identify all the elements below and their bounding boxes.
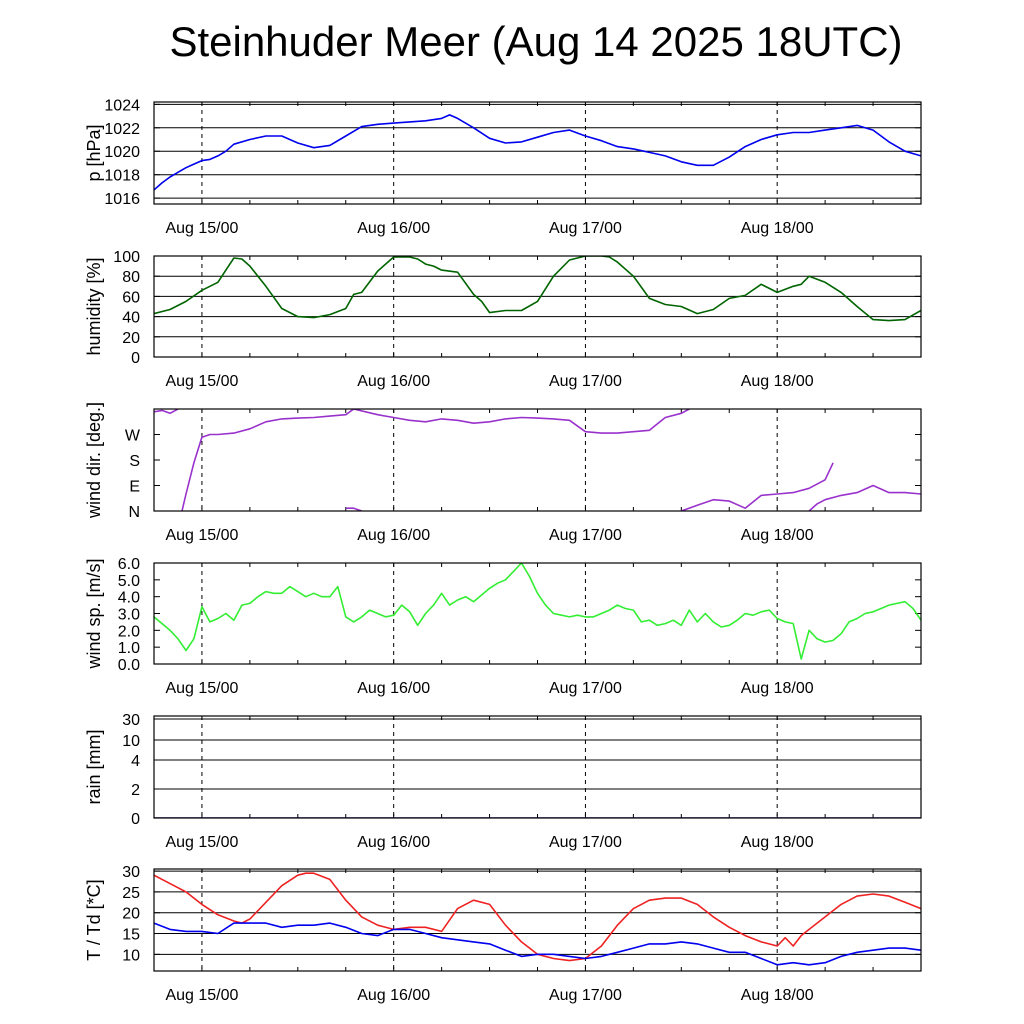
y-tick-label: S xyxy=(129,453,140,470)
x-tick-label: Aug 16/00 xyxy=(357,834,430,851)
y-tick-label: 40 xyxy=(122,310,140,327)
chart-title: Steinhuder Meer (Aug 14 2025 18UTC) xyxy=(169,18,903,65)
x-tick-label: Aug 16/00 xyxy=(357,680,430,697)
x-tick-label: Aug 15/00 xyxy=(165,680,238,697)
x-tick-label: Aug 17/00 xyxy=(549,527,622,544)
y-axis-label: humidity [%] xyxy=(84,257,104,355)
x-tick-label: Aug 16/00 xyxy=(357,373,430,390)
series-line-wind_dir xyxy=(181,409,355,511)
y-tick-label: 1024 xyxy=(104,97,140,114)
x-tick-label: Aug 17/00 xyxy=(549,987,622,1004)
y-tick-label: 60 xyxy=(122,289,140,306)
x-tick-label: Aug 16/00 xyxy=(357,987,430,1004)
y-tick-label: 2 xyxy=(131,782,140,799)
y-tick-label: 10 xyxy=(122,733,140,750)
panel-frame xyxy=(153,715,922,819)
y-tick-label: 15 xyxy=(122,927,140,944)
y-tick-label: 3.0 xyxy=(118,607,140,624)
series-line-Td xyxy=(154,922,921,966)
y-tick-label: E xyxy=(129,479,140,496)
y-tick-label: 2.0 xyxy=(118,623,140,640)
y-tick-label: 20 xyxy=(122,906,140,923)
y-axis-label: T / Td [*C] xyxy=(84,879,104,960)
panel-frame xyxy=(153,868,922,972)
y-tick-label: 100 xyxy=(113,249,140,266)
y-tick-label: 1.0 xyxy=(118,640,140,657)
series-line-wind_dir xyxy=(353,409,690,434)
series-line-T xyxy=(154,872,921,962)
x-tick-label: Aug 18/00 xyxy=(741,373,814,390)
y-tick-label: 0 xyxy=(131,811,140,828)
y-tick-label: 10 xyxy=(122,947,140,964)
x-tick-label: Aug 17/00 xyxy=(549,220,622,237)
x-tick-label: Aug 18/00 xyxy=(741,220,814,237)
series-line-wind_speed xyxy=(154,563,921,660)
y-axis-label: wind dir. [deg.] xyxy=(84,402,104,519)
x-tick-label: Aug 15/00 xyxy=(165,220,238,237)
y-tick-label: 20 xyxy=(122,330,140,347)
panel-frame xyxy=(153,255,922,358)
y-tick-label: 30 xyxy=(122,712,140,729)
x-tick-label: Aug 15/00 xyxy=(165,834,238,851)
x-tick-label: Aug 16/00 xyxy=(357,220,430,237)
y-tick-label: 25 xyxy=(122,885,140,902)
y-tick-label: 1022 xyxy=(104,121,140,138)
y-tick-label: 5.0 xyxy=(118,573,140,590)
panel-5: 10 15 20 25 30 T / Td [*C] Aug 15/00 Aug 16/00 A… xyxy=(84,864,922,1004)
x-tick-label: Aug 18/00 xyxy=(741,680,814,697)
series-line-p xyxy=(154,114,921,191)
x-tick-label: Aug 17/00 xyxy=(549,834,622,851)
y-tick-label: 1018 xyxy=(104,168,140,185)
panel-1: 0 20 40 60 80 100 humidity [%] Aug 15/00 Aug 16/… xyxy=(84,249,922,390)
x-tick-label: Aug 17/00 xyxy=(549,373,622,390)
y-axis-label: p [hPa] xyxy=(84,124,104,181)
x-tick-label: Aug 15/00 xyxy=(165,987,238,1004)
series-line-wind_dir xyxy=(681,462,834,511)
y-axis-label: rain [mm] xyxy=(84,729,104,804)
y-tick-label: 4 xyxy=(131,753,140,770)
panel-4: 0 2 4 10 30 rain [mm] Aug 15/00 Aug 16/00 Aug 17… xyxy=(84,712,922,851)
x-tick-label: Aug 16/00 xyxy=(357,527,430,544)
y-tick-label: 1020 xyxy=(104,144,140,161)
y-tick-label: 0 xyxy=(131,350,140,367)
series-line-wind_dir xyxy=(154,409,179,415)
panel-frame xyxy=(153,408,922,512)
series-line-wind_dir xyxy=(808,484,921,511)
series-line-humidity xyxy=(154,256,921,322)
y-tick-label: 0.0 xyxy=(118,657,140,674)
y-tick-label: 4.0 xyxy=(118,590,140,607)
x-tick-label: Aug 18/00 xyxy=(741,527,814,544)
x-tick-label: Aug 18/00 xyxy=(741,987,814,1004)
y-tick-label: N xyxy=(128,504,140,521)
series-line-wind_dir xyxy=(345,507,362,511)
y-tick-label: 80 xyxy=(122,269,140,286)
x-tick-label: Aug 18/00 xyxy=(741,834,814,851)
y-tick-label: W xyxy=(125,428,141,445)
panel-frame xyxy=(153,101,922,205)
panel-frame xyxy=(153,562,922,665)
x-tick-label: Aug 17/00 xyxy=(549,680,622,697)
y-axis-label: wind sp. [m/s] xyxy=(84,558,104,669)
panel-3: 0.01.02.03.04.05.06.0 wind sp. [m/s] Aug 1… xyxy=(84,556,922,697)
x-tick-label: Aug 15/00 xyxy=(165,527,238,544)
y-tick-label: 6.0 xyxy=(118,556,140,573)
y-tick-label: 30 xyxy=(122,864,140,881)
x-tick-label: Aug 15/00 xyxy=(165,373,238,390)
y-tick-label: 1016 xyxy=(104,191,140,208)
